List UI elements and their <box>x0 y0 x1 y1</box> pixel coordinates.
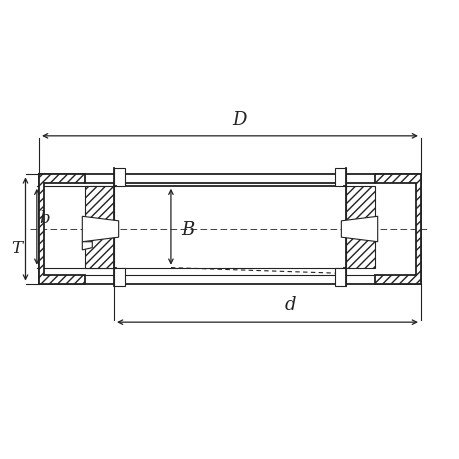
Text: D: D <box>231 111 246 129</box>
Text: d: d <box>284 296 295 313</box>
Polygon shape <box>82 217 118 242</box>
Polygon shape <box>345 186 375 268</box>
Text: T: T <box>11 239 22 256</box>
Text: B: B <box>180 220 194 239</box>
Polygon shape <box>334 168 345 186</box>
Polygon shape <box>84 186 114 268</box>
Text: b: b <box>39 210 50 227</box>
Polygon shape <box>341 217 377 242</box>
Polygon shape <box>39 175 84 284</box>
Polygon shape <box>82 242 92 250</box>
Polygon shape <box>334 268 345 286</box>
Polygon shape <box>114 168 125 186</box>
Polygon shape <box>114 268 125 286</box>
Polygon shape <box>375 175 420 284</box>
